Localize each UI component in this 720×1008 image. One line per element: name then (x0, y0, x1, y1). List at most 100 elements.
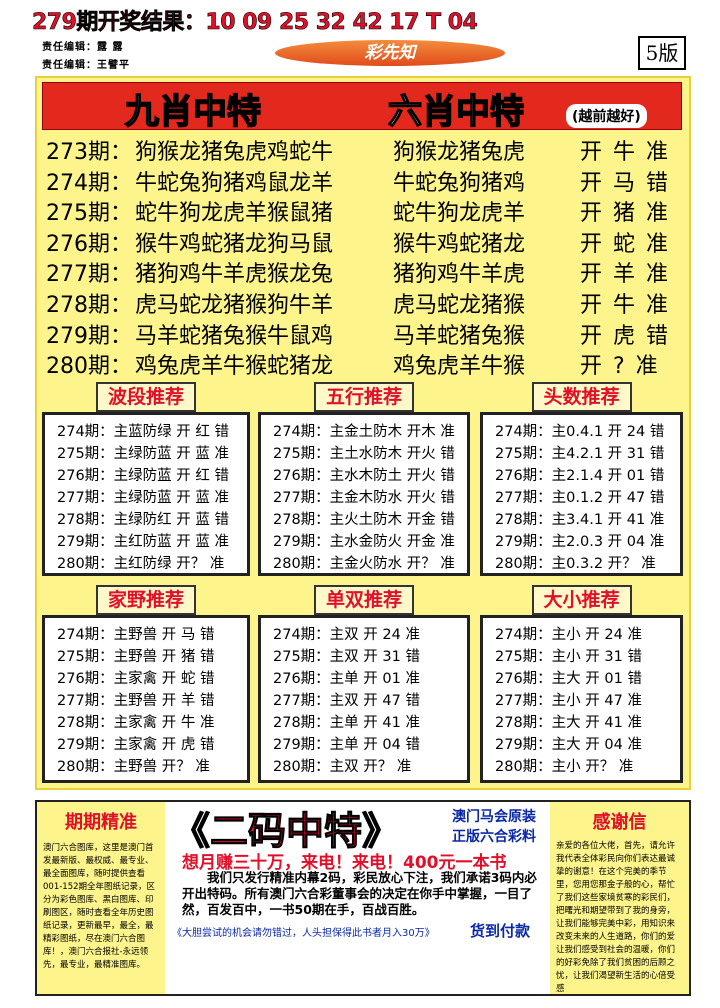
box-line: 277期：主野兽 开 羊 错 (57, 693, 215, 709)
left-title: 期期精准 (65, 812, 137, 833)
right-title: 感谢信 (592, 812, 647, 833)
box-line: 280期：主小 开？ 准 (495, 759, 634, 775)
row-period: 273期： (46, 140, 132, 165)
row-six: 虎马蛇龙猪猴 (393, 293, 526, 318)
edition: 5版 (638, 36, 686, 70)
box-line: 274期：主小 开 24 准 (495, 627, 642, 643)
editor: 责任编辑：王譬平 (42, 60, 130, 71)
editor: 责任编辑：露 露 (42, 42, 124, 53)
row-result: 开 牛 准 (580, 293, 668, 318)
row-nine: 马羊蛇猪兔猴牛鼠鸡 (135, 323, 334, 349)
row-result: 开 ? 准 (580, 354, 658, 380)
box-line: 278期：主绿防红 开 蓝 错 (57, 512, 230, 528)
box-line: 279期：主单 开 04 错 (273, 737, 420, 753)
left-column: 期期精准 澳门六合图库，这里是澳门首发最新版、最权威、最专业、最全面图库，随时提… (37, 802, 165, 994)
row-nine: 猴牛鸡蛇猪龙狗马鼠 (135, 231, 334, 257)
box-line: 277期：主双 开 47 错 (273, 693, 420, 709)
row-period: 279期： (46, 323, 132, 349)
box-line: 275期：主双 开 31 错 (273, 649, 420, 665)
box: 274期：主金土防木 开木 准 275期：主土水防木 开火 错 276期：主水木防土… (258, 412, 470, 576)
box-title: 大小推荐 (531, 585, 632, 615)
row-nine: 蛇牛狗龙虎羊猴鼠猪 (135, 201, 334, 227)
box-line: 276期：主单 开 01 准 (273, 671, 420, 687)
box-title: 头数推荐 (531, 382, 632, 412)
right-column: 感谢信 亲爱的各位大佬，首先，请允许我代表全体彩民向你们表达最诚挚的谢意！在这个… (550, 802, 689, 994)
box-line: 279期：主2.0.3 开 04 准 (495, 534, 665, 550)
box-line: 278期：主3.4.1 开 41 准 (495, 512, 665, 528)
row-six: 马羊蛇猪兔猴 (393, 323, 526, 349)
center-slogan: 想月赚三十万，来电！来电！400元一本书 (182, 853, 507, 873)
box-line: 274期：主蓝防绿 开 红 错 (57, 424, 230, 440)
row-period: 280期： (46, 354, 132, 380)
row-six: 猴牛鸡蛇猪龙 (393, 231, 526, 257)
box-line: 279期：主水金防火 开金 准 (273, 534, 455, 550)
box-line: 277期：主绿防蓝 开 蓝 准 (57, 490, 230, 506)
center-side: 澳门马会原装 (452, 809, 536, 825)
box-title: 五行推荐 (314, 382, 414, 412)
row-period: 275期： (46, 201, 132, 227)
center-side: 正版六合彩料 (452, 829, 536, 845)
box-line: 274期：主野兽 开 马 错 (57, 627, 215, 643)
box-line: 280期：主双 开？ 准 (273, 759, 412, 775)
box-line: 275期：主4.2.1 开 31 错 (495, 446, 665, 462)
row-nine: 虎马蛇龙猪猴狗牛羊 (135, 293, 334, 318)
box-line: 278期：主单 开 41 准 (273, 715, 420, 731)
row-result: 开 蛇 准 (580, 231, 668, 257)
box-line: 276期：主水木防土 开火 错 (273, 468, 455, 484)
box-line: 275期：主小 开 31 错 (495, 649, 642, 665)
row-period: 277期： (46, 262, 132, 288)
box: 274期：主蓝防绿 开 红 错 275期：主绿防蓝 开 蓝 准 276期：主绿防蓝 … (42, 412, 250, 576)
box-line: 275期：主绿防蓝 开 蓝 准 (57, 446, 230, 462)
box: 274期：主野兽 开 马 错 275期：主野兽 开 猪 错 276期：主家禽 开 蛇… (42, 615, 250, 783)
center-text: 我们只发行精准内幕2码，彩民放心下注，我们承诺3码内必开出特码。所有澳门六合彩董… (182, 870, 537, 917)
box-title: 家野推荐 (96, 585, 196, 615)
right-text: 亲爱的各位大佬，首先，请允许我代表全体彩民向你们表达最诚挚的谢意！在这个完美的季… (556, 841, 676, 994)
row-six: 蛇牛狗龙虎羊 (393, 201, 526, 227)
row-six: 猪狗鸡牛羊虎 (393, 262, 526, 288)
box-line: 276期：主绿防蓝 开 红 错 (57, 468, 230, 484)
box-line: 279期：主红防蓝 开 蓝 准 (57, 534, 230, 550)
row-period: 276期： (46, 231, 132, 257)
row-nine: 鸡兔虎羊牛猴蛇猪龙 (135, 354, 334, 380)
box-line: 276期：主家禽 开 蛇 错 (57, 671, 215, 687)
box-line: 274期：主0.4.1 开 24 错 (495, 424, 665, 440)
box-line: 278期：主家禽 开 牛 准 (57, 715, 215, 731)
row-result: 开 虎 错 (580, 323, 668, 349)
row-result: 开 牛 准 (580, 140, 668, 165)
box-line: 276期：主2.1.4 开 01 错 (495, 468, 665, 484)
heading: 九肖中特 (124, 91, 262, 133)
row-result: 开 马 错 (580, 170, 668, 196)
box-line: 279期：主大 开 04 准 (495, 737, 642, 753)
box: 274期：主0.4.1 开 24 错 275期：主4.2.1 开 31 错 276期… (480, 412, 683, 576)
box: 274期：主小 开 24 准 275期：主小 开 31 错 276期：主大 开 01… (480, 615, 683, 783)
row-period: 274期： (46, 170, 132, 196)
box-title: 波段推荐 (96, 382, 196, 412)
box-line: 275期：主土水防木 开火 错 (273, 446, 455, 462)
row-result: 开 羊 准 (580, 262, 668, 288)
row-six: 鸡兔虎羊牛猴 (393, 354, 526, 380)
row-period: 278期： (46, 293, 132, 318)
box-line: 279期：主家禽 开 虎 错 (57, 737, 215, 753)
box-line: 278期：主大 开 41 准 (495, 715, 642, 731)
box-line: 274期：主双 开 24 准 (273, 627, 420, 643)
box-line: 276期：主大 开 01 错 (495, 671, 642, 687)
row-six: 牛蛇兔狗猪鸡 (393, 170, 526, 196)
center-note: 《大胆尝试的机会请勿错过，人头担保得此书者月入30万》 (172, 928, 435, 939)
row-nine: 牛蛇兔狗猪鸡鼠龙羊 (135, 170, 334, 196)
box-line: 277期：主金木防水 开火 错 (273, 490, 455, 506)
row-six: 狗猴龙猪兔虎 (393, 140, 526, 165)
box-title: 单双推荐 (314, 585, 414, 615)
center-title: 《二码中特》 (171, 809, 401, 854)
box-line: 277期：主小 开 47 准 (495, 693, 642, 709)
left-text: 澳门六合图库，这里是澳门首发最新版、最权威、最专业、最全面图库，随时提供查看00… (43, 843, 156, 970)
center-cod: 货到付款 (470, 922, 531, 940)
box-line: 280期：主金火防水 开？ 准 (273, 556, 455, 572)
box-line: 277期：主0.1.2 开 47 错 (495, 490, 665, 506)
box-line: 275期：主野兽 开 猪 错 (57, 649, 215, 665)
row-result: 开 猪 准 (580, 201, 668, 227)
box-line: 280期：主红防绿 开？ 准 (57, 556, 225, 572)
draw-result: 279期开奖结果：10 09 25 32 42 17 T 04 (32, 10, 478, 36)
logo: 彩先知 (275, 40, 505, 66)
row-nine: 猪狗鸡牛羊虎猴龙兔 (135, 262, 334, 288)
